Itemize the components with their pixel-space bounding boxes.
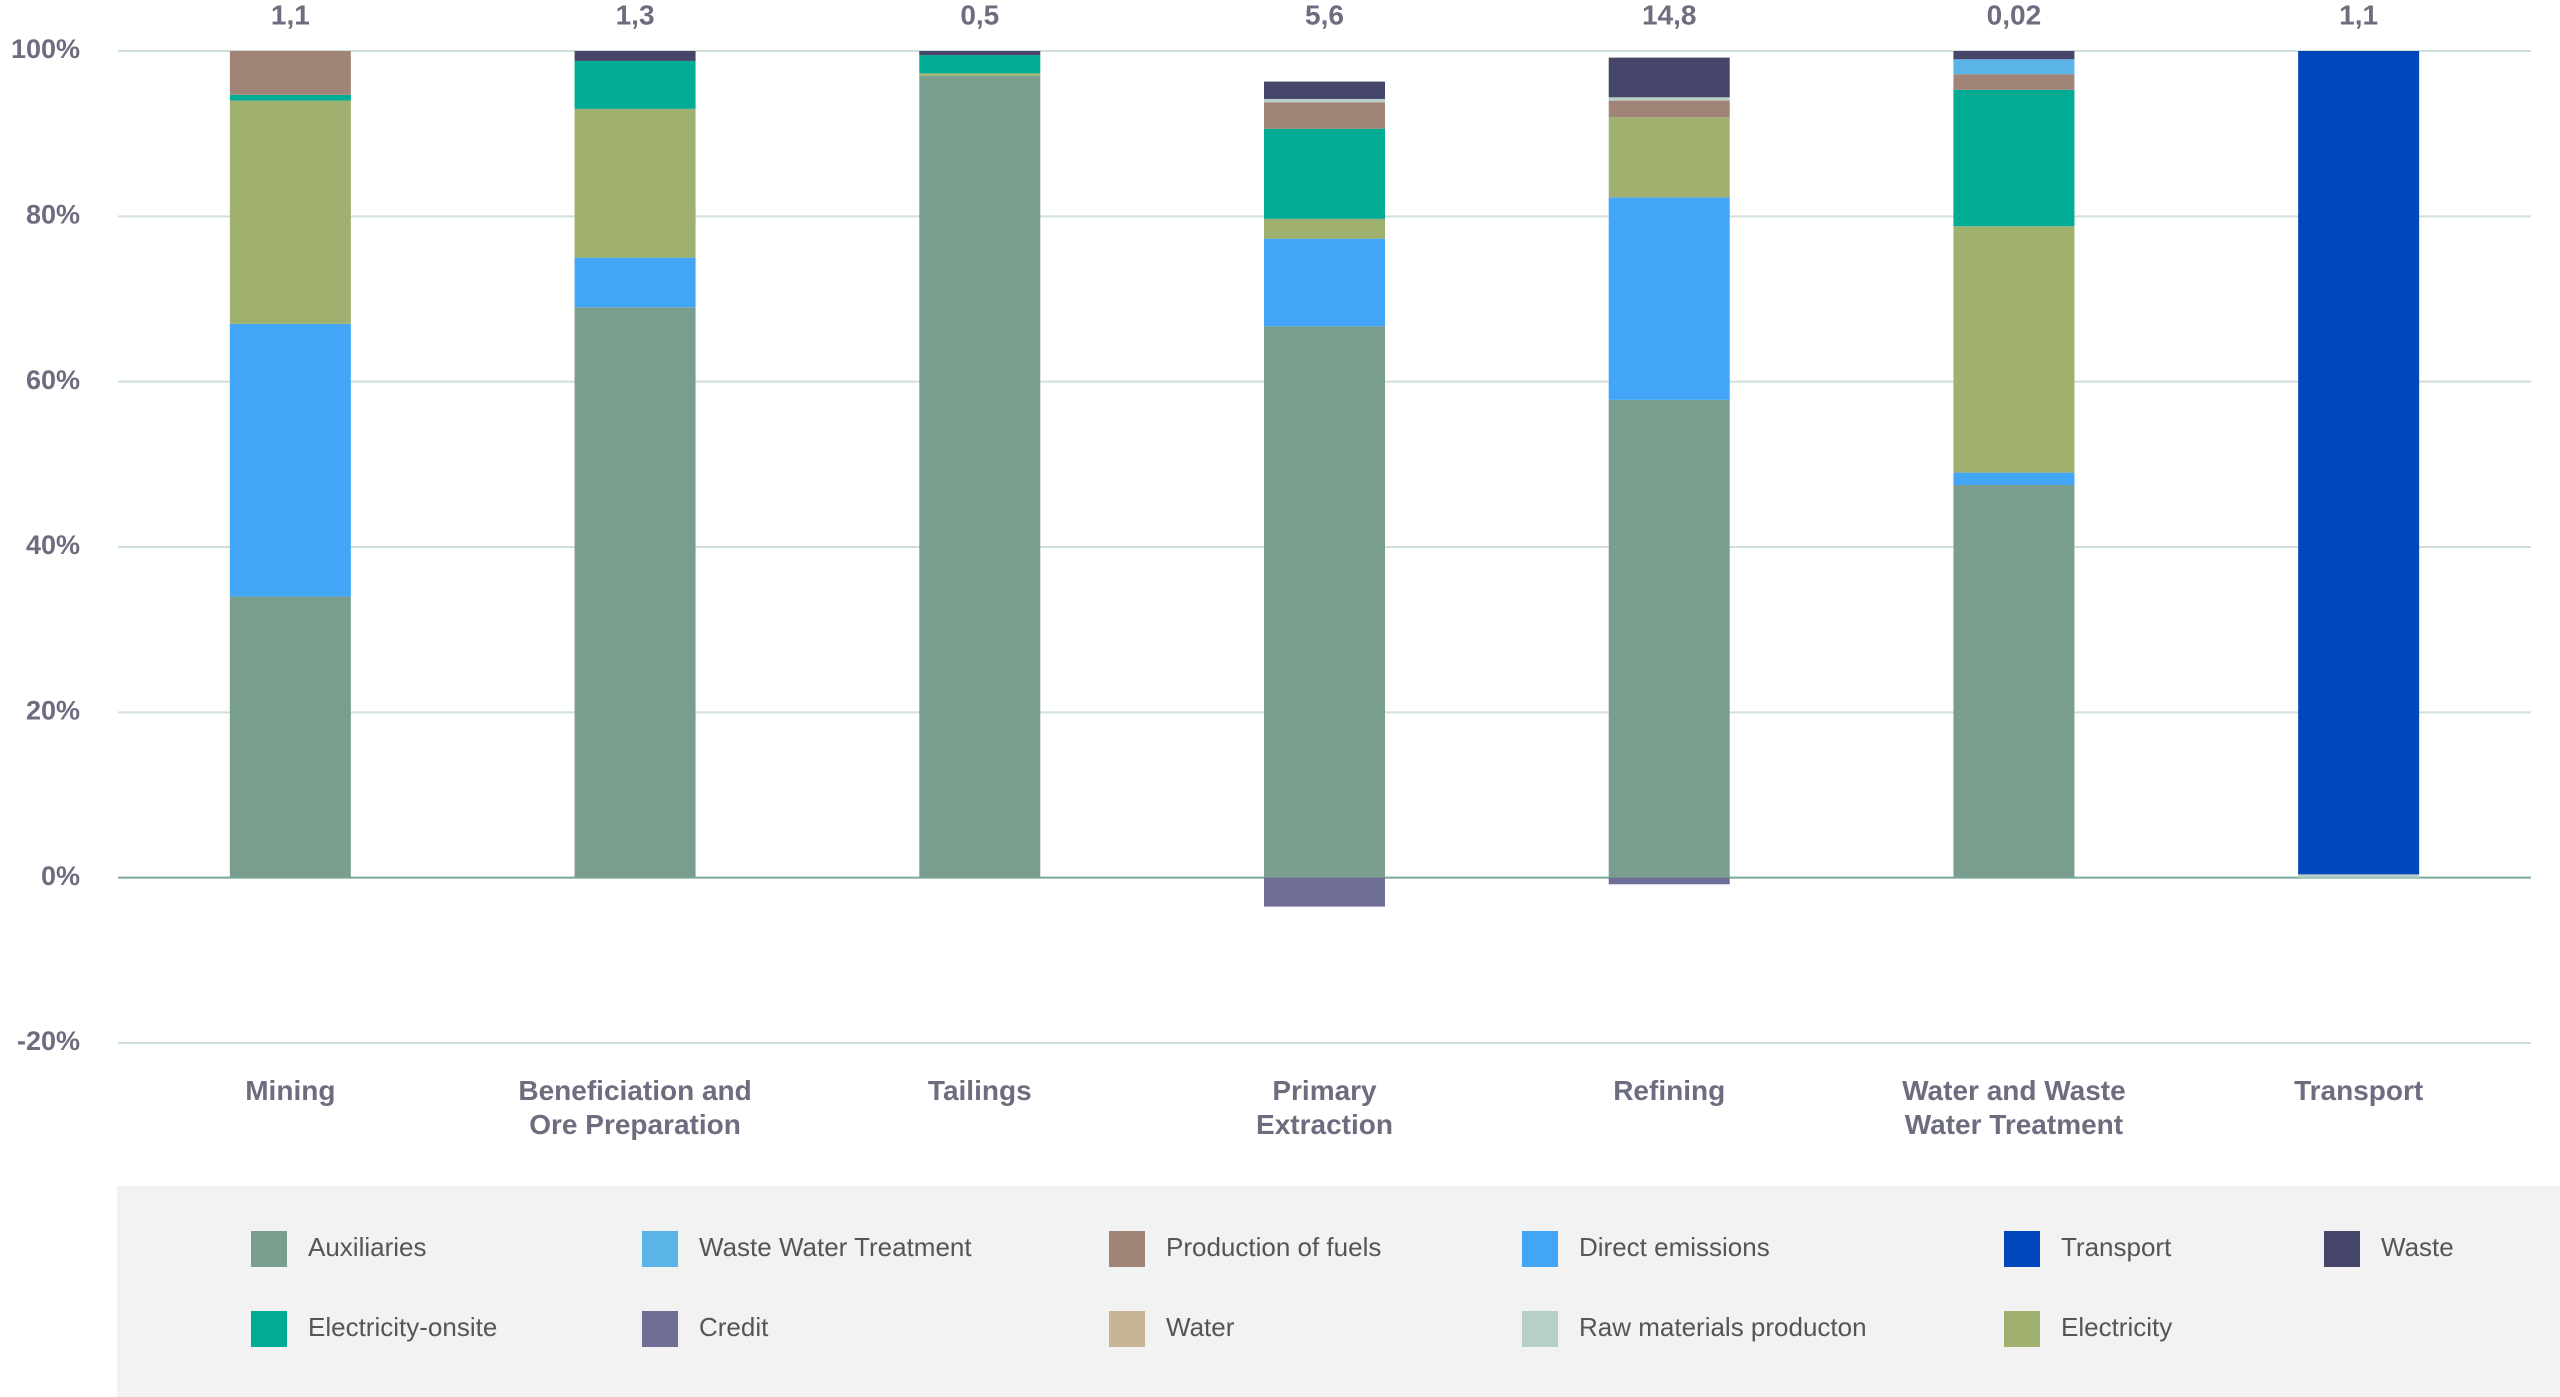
- y-tick-label: 100%: [11, 34, 80, 64]
- bar-segment: [1264, 128, 1385, 219]
- total-label: 1,1: [2339, 0, 2378, 30]
- legend-label: Direct emissions: [1579, 1232, 1770, 1262]
- bar-segment: [229, 100, 351, 324]
- bar-segment: [1953, 485, 2075, 878]
- bar-segment: [1608, 197, 1730, 400]
- x-tick-label: Mining: [245, 1075, 336, 1106]
- x-tick-label: Transport: [2294, 1075, 2424, 1106]
- bar-segment: [1953, 74, 2075, 90]
- bar-segment: [1608, 877, 1730, 885]
- legend-swatch: [2324, 1231, 2360, 1267]
- legend-swatch: [1522, 1231, 1558, 1267]
- bar-segment: [919, 55, 1041, 74]
- bar-segment: [229, 94, 351, 101]
- total-label: 5,6: [1305, 0, 1344, 30]
- y-tick-label: 40%: [26, 530, 80, 560]
- bar-segment: [1264, 877, 1385, 907]
- bar-segment: [1953, 89, 2075, 227]
- bar-segment: [2298, 51, 2420, 875]
- legend-label: Water: [1166, 1312, 1235, 1342]
- bar-segment: [919, 51, 1041, 56]
- legend-label: Production of fuels: [1166, 1232, 1381, 1262]
- legend-swatch: [251, 1231, 287, 1267]
- legend-swatch: [642, 1311, 678, 1347]
- bar-segment: [229, 51, 351, 95]
- bar-segment: [574, 51, 696, 61]
- total-label: 0,02: [1987, 0, 2042, 30]
- bar-segment: [2298, 874, 2420, 878]
- y-tick-label: -20%: [17, 1026, 80, 1056]
- bar-segment: [229, 596, 351, 878]
- legend-swatch: [1109, 1231, 1145, 1267]
- total-label: 14,8: [1642, 0, 1697, 30]
- bar-segment: [1608, 57, 1730, 98]
- total-label: 1,1: [271, 0, 310, 30]
- bar-segment: [1264, 98, 1385, 103]
- bar-segment: [1953, 51, 2075, 60]
- legend-label: Transport: [2061, 1232, 2172, 1262]
- bar-segment: [1264, 81, 1385, 99]
- total-label: 0,5: [960, 0, 999, 30]
- x-tick-label: Refining: [1613, 1075, 1726, 1106]
- x-tick-label: Primary Extraction: [1256, 1075, 1393, 1140]
- bar-segment: [919, 75, 1041, 878]
- legend-label: Raw materials producton: [1579, 1312, 1867, 1342]
- legend-swatch: [642, 1231, 678, 1267]
- bar-segment: [1608, 399, 1730, 878]
- legend-label: Credit: [699, 1312, 769, 1342]
- bar-segment: [1608, 117, 1730, 198]
- bar-segment: [1264, 326, 1385, 878]
- y-tick-label: 20%: [26, 695, 80, 725]
- bar-segment: [1953, 226, 2075, 473]
- bar-segment: [574, 257, 696, 308]
- legend-swatch: [1522, 1311, 1558, 1347]
- x-tick-label: Tailings: [927, 1075, 1032, 1106]
- bar-segment: [574, 307, 696, 878]
- bar-segment: [1264, 218, 1385, 239]
- y-tick-label: 80%: [26, 199, 80, 229]
- bar-segment: [574, 60, 696, 109]
- bar-segment: [1264, 238, 1385, 327]
- bar-segment: [1264, 102, 1385, 129]
- y-tick-label: 0%: [41, 861, 80, 891]
- legend-swatch: [2004, 1311, 2040, 1347]
- legend-swatch: [2004, 1231, 2040, 1267]
- bar-segment: [1608, 97, 1730, 101]
- legend-label: Auxiliaries: [308, 1232, 427, 1262]
- legend-label: Waste Water Treatment: [699, 1232, 972, 1262]
- y-tick-label: 60%: [26, 365, 80, 395]
- legend-label: Electricity-onsite: [308, 1312, 497, 1342]
- bar-segment: [1608, 100, 1730, 118]
- bar-segment: [574, 108, 696, 258]
- x-tick-label: Water and Waste Water Treatment: [1902, 1075, 2126, 1140]
- total-label: 1,3: [616, 0, 655, 30]
- bar-segment: [1953, 472, 2075, 485]
- legend-swatch: [251, 1311, 287, 1347]
- legend-label: Electricity: [2061, 1312, 2172, 1342]
- x-tick-label: Beneficiation and Ore Preparation: [518, 1075, 752, 1140]
- bar-segment: [919, 73, 1041, 76]
- bar-segment: [229, 323, 351, 597]
- bar-segment: [1953, 59, 2075, 75]
- legend-label: Waste: [2381, 1232, 2454, 1262]
- legend-box: [117, 1186, 2560, 1397]
- legend-swatch: [1109, 1311, 1145, 1347]
